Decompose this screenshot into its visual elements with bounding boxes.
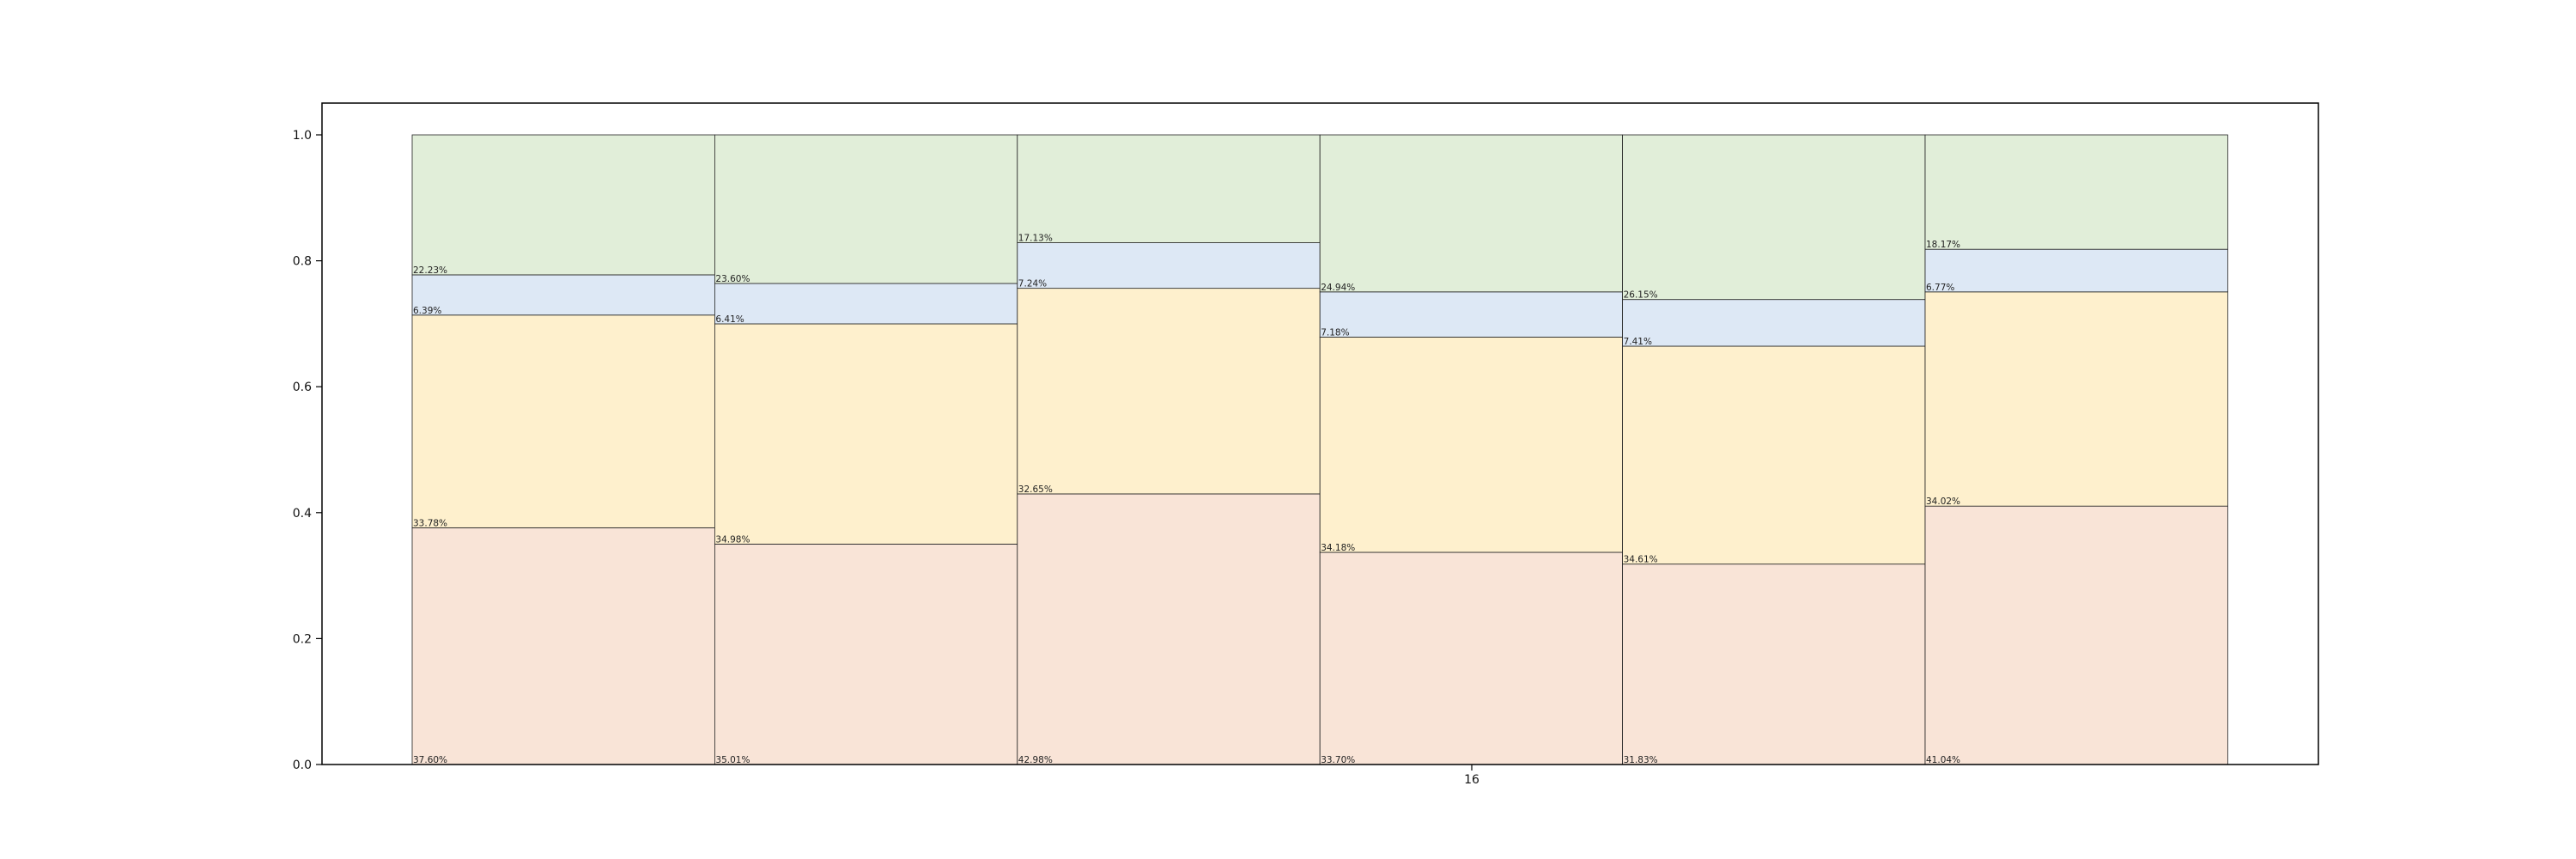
bar-segment <box>1319 291 1623 338</box>
segment-labels-layer: 37.60% 33.78% 6.39% 22.23% 35.01% 34.98% 6.41%… <box>413 234 1960 765</box>
axes-frame <box>321 102 2319 765</box>
bar-segment <box>1017 242 1321 289</box>
segment-label: 35.01% <box>715 755 750 765</box>
segment-label: 33.78% <box>413 518 447 528</box>
x-tick-label: 16 <box>1464 773 1479 787</box>
bar-segment <box>1924 134 2228 250</box>
segment-label: 37.60% <box>413 755 447 765</box>
bar-segment <box>1622 134 1926 301</box>
segment-label: 33.70% <box>1321 755 1355 765</box>
bar-segment <box>411 314 715 528</box>
segment-label: 6.77% <box>1926 283 1954 293</box>
bar-segment <box>1017 288 1321 495</box>
segment-label: 41.04% <box>1926 755 1960 765</box>
y-tick-label: 0.6 <box>293 381 312 394</box>
segment-label: 17.13% <box>1018 234 1053 244</box>
bar-segment <box>1622 345 1926 565</box>
bar-segment <box>1319 134 1623 293</box>
segment-label: 7.18% <box>1321 327 1349 338</box>
segment-label: 42.98% <box>1018 755 1053 765</box>
bar-segment <box>714 134 1018 284</box>
bar-segment <box>1622 299 1926 347</box>
bar-segment <box>1319 551 1623 765</box>
segment-label: 34.18% <box>1321 543 1355 553</box>
segment-label: 7.41% <box>1624 337 1652 347</box>
segment-label: 7.24% <box>1018 279 1047 289</box>
y-tick-label: 0.4 <box>293 507 312 521</box>
bar-segment <box>1924 505 2228 765</box>
bar-segment <box>714 543 1018 765</box>
segment-label: 34.61% <box>1624 555 1658 565</box>
y-tick-label: 1.0 <box>293 129 312 143</box>
bar-segment <box>1924 291 2228 507</box>
y-tick-label: 0.2 <box>293 632 312 646</box>
bar-segment <box>714 323 1018 545</box>
bar-segment <box>411 134 715 276</box>
segment-label: 23.60% <box>715 274 750 284</box>
bar-segment <box>1017 493 1321 765</box>
segment-label: 31.83% <box>1624 755 1658 765</box>
bar-segment <box>1622 564 1926 765</box>
bars-layer <box>411 134 2228 765</box>
y-tick-label: 0.8 <box>293 255 312 269</box>
bar-segment <box>714 283 1018 325</box>
segment-label: 34.98% <box>715 534 750 545</box>
segment-label: 6.39% <box>413 306 441 316</box>
x-axis: 16 <box>1464 765 1479 787</box>
segment-label: 6.41% <box>715 314 744 325</box>
segment-label: 26.15% <box>1624 290 1658 301</box>
y-tick-label: 0.0 <box>293 758 312 772</box>
bar-segment <box>1017 134 1321 243</box>
segment-label: 22.23% <box>413 265 447 276</box>
bar-segment <box>1924 248 2228 293</box>
segment-label: 34.02% <box>1926 497 1960 507</box>
bar-segment <box>411 527 715 765</box>
segment-label: 32.65% <box>1018 484 1053 495</box>
bar-segment <box>1319 337 1623 553</box>
bar-segment <box>411 274 715 316</box>
y-axis: 0.0 0.2 0.4 0.6 0.8 1.0 <box>293 129 322 772</box>
segment-label: 18.17% <box>1926 240 1960 250</box>
segment-label: 24.94% <box>1321 283 1355 293</box>
